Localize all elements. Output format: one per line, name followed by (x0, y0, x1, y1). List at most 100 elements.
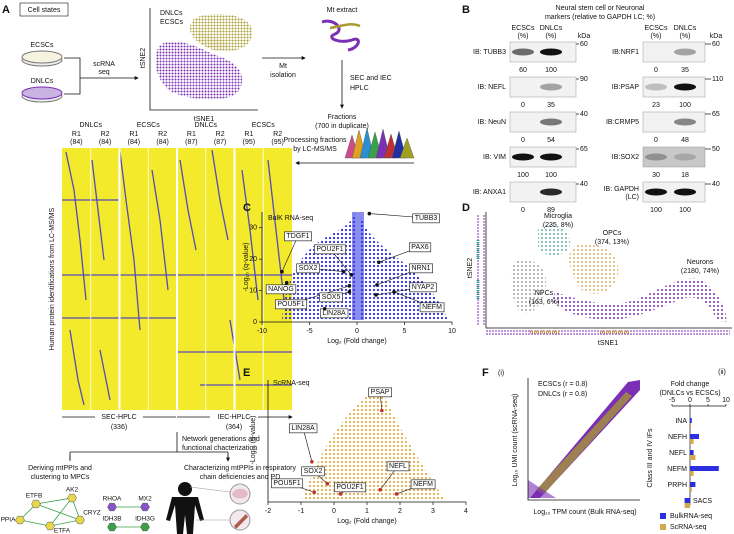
band (674, 188, 696, 196)
column-count: (95) (271, 139, 283, 146)
group-label: ECSCs (137, 122, 160, 129)
label-box (271, 478, 304, 489)
point (325, 481, 330, 486)
x-tick-label: 2 (398, 508, 402, 515)
column-count: (87) (185, 139, 197, 146)
band (540, 153, 562, 161)
blot (642, 146, 706, 168)
x-tick-label: 1 (365, 508, 369, 515)
column-header: DNLCs (540, 25, 563, 32)
bar (684, 503, 690, 508)
bar (684, 498, 690, 503)
label: Processing fractions (283, 137, 347, 144)
point (322, 307, 327, 311)
point-label: NEFL (389, 463, 407, 470)
column-label: R2 (101, 131, 110, 138)
label: Log₂ (Fold change) (327, 338, 387, 345)
point-label: TUBB3 (415, 215, 438, 222)
label: Neural stem cell or Neuronal (556, 5, 645, 12)
x-tick-label: 4 (464, 508, 468, 515)
blot-name: IB: NEFL (478, 84, 507, 91)
node-label: AK2 (66, 487, 79, 494)
category-label: NEFH (668, 434, 687, 441)
node (75, 515, 85, 525)
panel-a-art (19, 2, 415, 534)
label: Network generations and (182, 436, 260, 443)
node-label: ETFA (54, 528, 71, 534)
point (374, 293, 378, 297)
label-box (320, 308, 349, 319)
blot-name: IB: NeuN (478, 119, 506, 126)
x-tick-label: -5 (669, 397, 675, 404)
point (349, 273, 354, 277)
blot (642, 41, 706, 63)
label: isolation (270, 72, 296, 79)
cluster-note: (163, 6%) (529, 299, 559, 306)
label-box (275, 299, 308, 310)
blot (509, 76, 577, 98)
label: (ii) (718, 369, 726, 376)
point-label: SOX5 (322, 294, 341, 301)
node-label: CRYZ (83, 510, 101, 517)
column-count: (84) (156, 139, 168, 146)
point-label: NEFM (413, 481, 433, 488)
label-box (409, 263, 433, 274)
column-label: R1 (244, 131, 253, 138)
label-box (334, 482, 367, 493)
band (512, 48, 534, 56)
node-label: RHOA (103, 496, 122, 503)
node-label: ETFB (26, 493, 43, 500)
kda: 40 (580, 181, 588, 188)
x-tick-label: -1 (298, 508, 304, 515)
label: Fractions (328, 114, 357, 121)
point-label: LIN28A (322, 310, 346, 317)
label: SEC and IEC (350, 75, 392, 82)
label: Fold change (671, 381, 710, 388)
x-tick-label: 0 (355, 328, 359, 335)
label: HPLC (350, 85, 369, 92)
blot-name: IB: ANXA1 (473, 189, 506, 196)
band-value: 30 (652, 172, 660, 179)
label: (i) (498, 370, 504, 377)
blot (642, 111, 706, 133)
point-label: PSAP (371, 389, 390, 396)
band-value: 35 (681, 67, 689, 74)
cluster-note: (235, 8%) (543, 222, 573, 229)
label: Log₁₀ UMI count (scRNA-seq) (512, 394, 519, 487)
point-label: POU2F1 (316, 246, 343, 253)
band-value: 100 (545, 67, 557, 74)
band-value: 0 (654, 67, 658, 74)
kda: 65 (580, 146, 588, 153)
point-label: POU2F1 (336, 484, 363, 491)
band-value: 0 (654, 137, 658, 144)
label: Class III and IV IFs (647, 428, 654, 488)
label: A (2, 4, 10, 16)
label: (336) (111, 424, 127, 431)
x-tick-label: 5 (706, 397, 710, 404)
band-value: 35 (547, 102, 555, 109)
point (310, 459, 314, 464)
axes (527, 378, 640, 501)
panel-c-art (282, 212, 730, 500)
label-box (386, 461, 410, 472)
legend-entry: ECSCs (r = 0.8) (538, 381, 588, 388)
bar (690, 418, 692, 423)
bar (690, 450, 694, 455)
bar (690, 423, 692, 428)
blot-name: IB:SOX2 (612, 154, 639, 161)
label: F (482, 367, 489, 379)
band-value: 23 (652, 102, 660, 109)
node-label: MX2 (138, 496, 152, 503)
point (377, 260, 381, 265)
node (140, 502, 150, 512)
x-tick-label: 0 (332, 508, 336, 515)
point-label: NANOG (268, 286, 294, 293)
kda-header: kDa (578, 33, 591, 40)
point (341, 269, 346, 274)
group-label: ECSCs (252, 122, 275, 129)
y-tick-label: 20 (249, 256, 257, 263)
node (107, 502, 117, 512)
label: -Log₁₀ (q-value) (250, 416, 257, 465)
leader (281, 235, 299, 272)
